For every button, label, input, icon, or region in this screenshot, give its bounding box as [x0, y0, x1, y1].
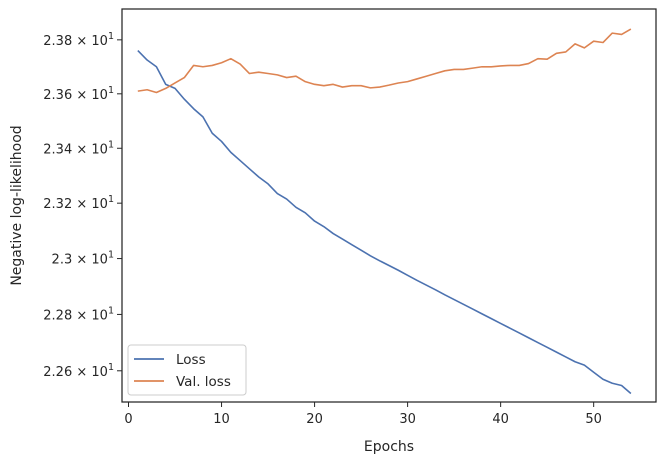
series-layer	[137, 28, 632, 395]
y-axis-label: Negative log-likelihood	[9, 125, 25, 285]
plot-frame	[121, 8, 657, 403]
x-tick-label: 20	[306, 412, 323, 427]
legend-box	[127, 344, 247, 396]
x-axis-label: Epochs	[364, 439, 414, 455]
x-tick-label: 30	[399, 412, 416, 427]
y-tick-label: 2.38 × 101	[43, 31, 114, 49]
x-tick-label: 40	[492, 412, 509, 427]
series-line-val-loss	[137, 28, 632, 94]
y-tick-label: 2.36 × 101	[43, 85, 114, 103]
x-tick-label: 50	[585, 412, 602, 427]
y-tick-label: 2.28 × 101	[43, 305, 114, 323]
series-line-loss	[137, 50, 632, 395]
x-tick-label: 0	[124, 412, 132, 427]
y-axis-ticks: 2.26 × 101 2.28 × 101 2.3 × 101 2.32 × 101 2…	[43, 31, 122, 380]
legend-label-val-loss: Val. loss	[176, 374, 231, 390]
legend: Loss Val. loss	[127, 344, 247, 396]
y-tick-label: 2.34 × 101	[43, 139, 114, 157]
x-axis-ticks: 0 10 20 30 40 50	[124, 402, 602, 427]
legend-label-loss: Loss	[176, 352, 206, 368]
y-tick-label: 2.26 × 101	[43, 362, 114, 380]
y-tick-label: 2.3 × 101	[52, 250, 114, 268]
y-tick-label: 2.32 × 101	[43, 194, 114, 212]
x-tick-label: 10	[213, 412, 230, 427]
